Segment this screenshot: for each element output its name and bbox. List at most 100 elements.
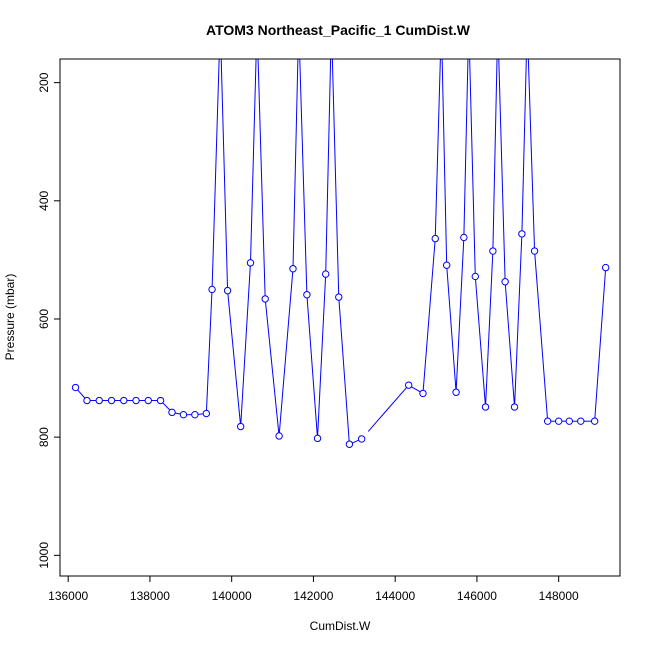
series-segment (422, 241, 436, 391)
series-segment (446, 268, 457, 390)
series-segment (492, 59, 498, 248)
series-segment (485, 254, 494, 404)
series-segment (211, 59, 220, 287)
data-point (202, 409, 211, 418)
y-axis-label: Pressure (mbar) (3, 274, 17, 361)
x-tick-label: 138000 (130, 589, 170, 603)
data-point (501, 278, 509, 286)
data-point (236, 422, 245, 431)
data-point (419, 389, 427, 398)
series-segment (240, 266, 251, 424)
data-point (460, 233, 468, 242)
x-tick-label: 136000 (48, 589, 88, 603)
series-segment (475, 279, 486, 404)
data-point (471, 272, 479, 281)
series-segment (441, 59, 448, 263)
series-segment (434, 59, 441, 236)
data-point (313, 434, 322, 443)
series-segment (292, 59, 299, 266)
data-point (246, 259, 255, 267)
y-tick-label: 400 (37, 190, 51, 210)
data-point (208, 285, 216, 294)
data-point (223, 286, 232, 295)
series-segment (504, 284, 515, 404)
series-segment (198, 413, 204, 415)
data-point (345, 440, 354, 448)
series-segment (498, 59, 506, 279)
series-segment (455, 240, 465, 390)
series-segment (306, 297, 318, 436)
series-segment (338, 300, 350, 442)
x-axis-label: CumDist.W (310, 619, 371, 633)
data-point (577, 417, 585, 425)
series-segment (521, 59, 527, 231)
data-point (335, 293, 343, 301)
series-segment (162, 402, 171, 411)
data-point (601, 263, 610, 272)
series-segment (463, 59, 469, 235)
series-segment (175, 412, 181, 415)
data-point (442, 261, 451, 269)
data-point (191, 410, 199, 419)
data-point (431, 234, 439, 243)
series-segment (331, 59, 340, 294)
series-segment (514, 237, 523, 404)
data-point (303, 291, 311, 299)
chart-title: ATOM3 Northeast_Pacific_1 CumDist.W (206, 22, 471, 38)
series-segment (469, 59, 476, 274)
series-segment (411, 386, 421, 393)
data-point (357, 435, 366, 443)
x-tick-label: 148000 (539, 589, 579, 603)
series-segment (220, 59, 229, 288)
data-point (95, 396, 103, 405)
y-tick-label: 800 (37, 427, 51, 447)
data-point (404, 381, 413, 389)
data-point (83, 396, 91, 405)
data-point (289, 265, 297, 273)
series-points (71, 230, 610, 448)
series-segment (352, 439, 359, 444)
data-point (565, 417, 574, 425)
x-tick-label: 142000 (293, 589, 333, 603)
y-tick-label: 600 (37, 309, 51, 329)
data-point (144, 396, 152, 405)
data-point (510, 403, 519, 411)
data-point (107, 396, 116, 405)
data-point (321, 270, 330, 278)
series-segment (534, 254, 548, 419)
series-segment (227, 293, 241, 424)
data-point (156, 396, 165, 405)
data-point (590, 417, 599, 425)
x-tick-label: 140000 (212, 589, 252, 603)
y-axis: 200 400 600 800 1000 (37, 72, 61, 569)
series-lines (77, 59, 606, 444)
series-segment (527, 59, 535, 248)
y-tick-label: 1000 (37, 542, 51, 569)
series-segment (265, 302, 280, 433)
data-point (481, 403, 490, 411)
data-point (120, 396, 128, 405)
data-point (179, 410, 188, 419)
series-segment (77, 389, 86, 399)
series-segment (250, 59, 257, 260)
data-point (543, 417, 552, 425)
series-segment (317, 277, 327, 436)
data-point (452, 388, 460, 396)
y-tick-label: 200 (37, 72, 51, 92)
series-segment (205, 292, 213, 411)
x-axis: 136000 138000 140000 142000 144000 146000 1480… (48, 575, 579, 603)
series-segment (299, 59, 308, 292)
series-segment (325, 59, 332, 271)
data-point (489, 247, 497, 255)
data-point (132, 396, 140, 405)
data-point (275, 432, 283, 440)
series-segment (594, 270, 606, 419)
x-tick-label: 146000 (457, 589, 497, 603)
data-point (71, 383, 80, 392)
x-tick-label: 144000 (375, 589, 415, 603)
data-point (261, 295, 269, 303)
data-point (554, 417, 563, 425)
data-point (168, 408, 176, 417)
